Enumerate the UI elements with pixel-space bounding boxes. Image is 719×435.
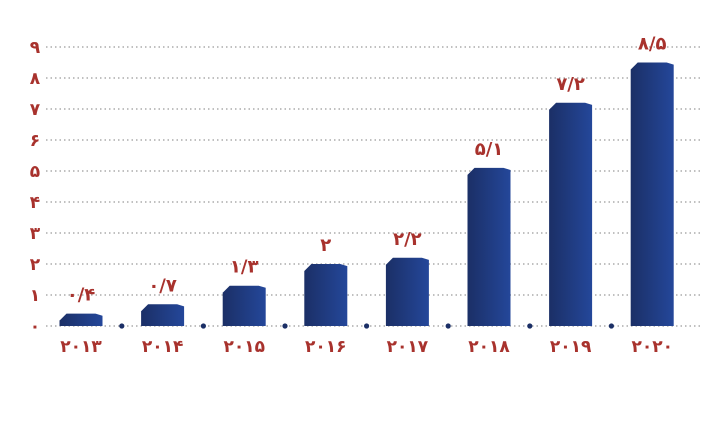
separator-dot bbox=[445, 323, 451, 329]
bar-value-label: ۵/۱ bbox=[475, 139, 504, 160]
x-tick-label: ۲۰۱۷ bbox=[387, 337, 429, 357]
y-tick-label: ۹ bbox=[30, 38, 41, 58]
bar-value-label: ۸/۵ bbox=[638, 34, 667, 55]
x-tick-label: ۲۰۱۵ bbox=[223, 337, 265, 357]
bar bbox=[467, 167, 511, 326]
bar bbox=[630, 62, 674, 326]
bar-value-label: ۰/۴ bbox=[67, 285, 96, 306]
y-tick-label: ۸ bbox=[30, 69, 41, 89]
bar-value-label: ۷/۲ bbox=[556, 74, 585, 95]
bar bbox=[59, 313, 103, 326]
bar bbox=[141, 304, 185, 326]
bar-value-label: ۲ bbox=[320, 235, 331, 256]
separator-dot bbox=[608, 323, 615, 329]
bar bbox=[385, 257, 429, 326]
x-tick-label: ۲۰۲۰ bbox=[631, 337, 673, 357]
separator-dot bbox=[119, 323, 125, 329]
y-tick-label: ۵ bbox=[30, 162, 40, 182]
x-axis-tick-labels: ۲۰۱۳ ۲۰۱۴ ۲۰۱۵ ۲۰۱۶ ۲۰۱۷ ۲۰۱۸ ۲۰۱۹ ۲۰۲۰ bbox=[60, 337, 673, 357]
bar bbox=[549, 102, 593, 326]
y-tick-label: ۱ bbox=[30, 286, 40, 306]
x-tick-label: ۲۰۱۸ bbox=[468, 337, 510, 357]
y-tick-label: ۶ bbox=[30, 131, 40, 151]
bars bbox=[59, 62, 674, 326]
category-separators bbox=[119, 323, 615, 329]
data-labels: ۰/۴ ۰/۷ ۱/۳ ۲ ۲/۲ ۵/۱ ۷/۲ ۸/۵ bbox=[67, 34, 667, 306]
y-axis-tick-labels: ۰ ۱ ۲ ۳ ۴ ۵ ۶ ۷ ۸ ۹ bbox=[30, 38, 41, 337]
separator-dot bbox=[200, 323, 206, 329]
bar bbox=[304, 264, 348, 326]
separator-dot bbox=[527, 323, 533, 329]
x-tick-label: ۲۰۱۳ bbox=[60, 337, 102, 357]
y-tick-label: ۴ bbox=[30, 193, 40, 213]
bar bbox=[222, 285, 266, 326]
bar-value-label: ۲/۲ bbox=[393, 229, 422, 250]
bar-value-label: ۱/۳ bbox=[230, 257, 259, 278]
bar-value-label: ۰/۷ bbox=[148, 275, 177, 296]
y-tick-label: ۲ bbox=[30, 255, 41, 275]
x-tick-label: ۲۰۱۹ bbox=[550, 337, 592, 357]
gridlines bbox=[46, 46, 700, 327]
x-tick-label: ۲۰۱۴ bbox=[142, 337, 184, 357]
separator-dot bbox=[364, 323, 370, 329]
x-tick-label: ۲۰۱۶ bbox=[305, 337, 347, 357]
y-tick-label: ۳ bbox=[30, 224, 41, 244]
separator-dot bbox=[282, 323, 288, 329]
y-tick-label: ۷ bbox=[30, 100, 41, 120]
y-tick-label: ۰ bbox=[30, 317, 40, 337]
